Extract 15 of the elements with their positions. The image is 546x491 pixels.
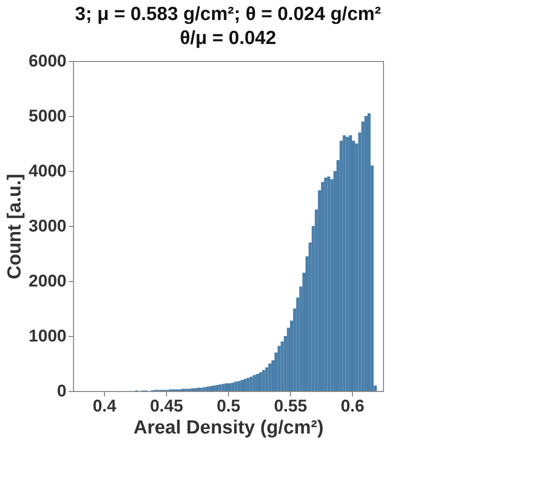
- y-tick-label: 0: [57, 382, 66, 400]
- x-tick-label: 0.4: [92, 396, 117, 416]
- x-axis-title: Areal Density (g/cm²): [133, 418, 324, 438]
- y-tick-label: 2000: [28, 272, 66, 290]
- y-tick-label: 4000: [28, 162, 66, 180]
- y-axis-title: Count [a.u.]: [4, 174, 26, 280]
- x-tick-label: 0.6: [340, 396, 364, 416]
- x-tick-label: 0.55: [274, 396, 308, 416]
- y-tick-label: 5000: [28, 106, 66, 126]
- x-tick-label: 0.5: [216, 396, 240, 416]
- y-tick-label: 3000: [28, 216, 66, 236]
- y-tick-label: 1000: [28, 326, 66, 346]
- x-tick-label: 0.45: [150, 396, 184, 416]
- y-tick-label: 6000: [28, 52, 66, 70]
- chart-title: 3; μ = 0.583 g/cm²; θ = 0.024 g/cm² θ/μ = 0.042: [75, 4, 381, 49]
